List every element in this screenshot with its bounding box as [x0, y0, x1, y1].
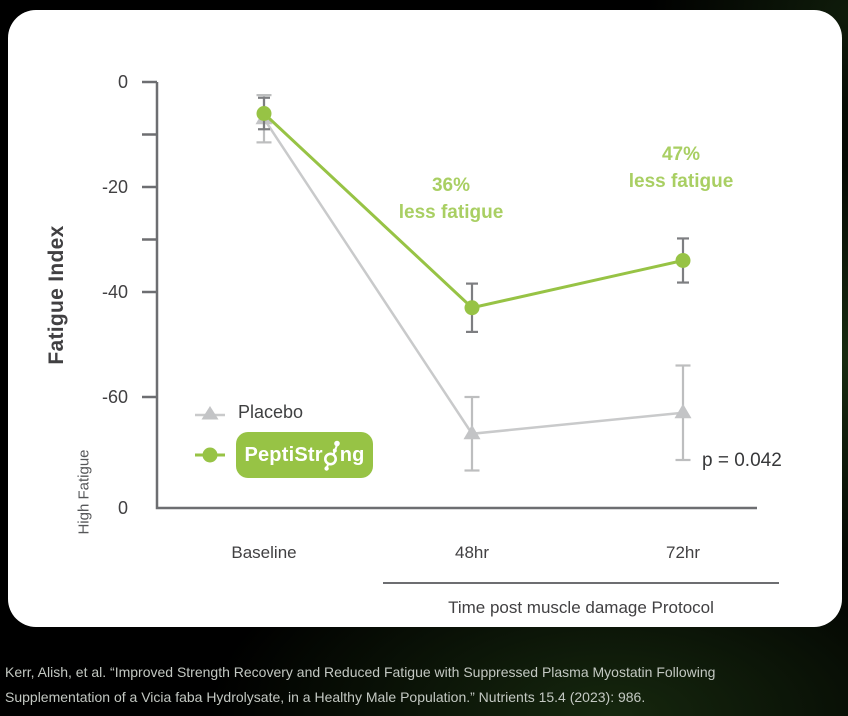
- placebo-marker: [674, 403, 692, 419]
- p-value-label: p = 0.042: [702, 450, 782, 471]
- brand-text-post: ng: [339, 443, 365, 466]
- annotation-36-line1: 36%: [431, 175, 471, 196]
- y-axis-title: Fatigue Index: [45, 225, 68, 365]
- fatigue-index-chart: 0 -20 -40 -60 0 Baseline 48hr 72hr: [102, 72, 757, 562]
- x-axis-title: Time post muscle damage Protocol: [448, 598, 714, 617]
- annotation-36-line2: less fatigue: [398, 202, 504, 223]
- annotation-47-line2: less fatigue: [628, 171, 734, 192]
- peptistrong-series: [256, 96, 691, 333]
- citation: Kerr, Alish, et al. “Improved Strength R…: [5, 660, 715, 710]
- placebo-series: [255, 94, 692, 472]
- placebo-line: [262, 118, 684, 436]
- molecule-o-icon: [323, 440, 340, 471]
- axes: [155, 82, 757, 510]
- peptistrong-logo-badge: PeptiStr ng: [236, 432, 373, 478]
- annotation-47-percent: 47% less fatigue: [629, 141, 734, 195]
- y-axis-subtitle: High Fatigue: [75, 449, 93, 535]
- y-tick-label: 0: [118, 72, 128, 92]
- y-tick-label: -20: [102, 177, 128, 197]
- peptistrong-marker: [675, 253, 691, 268]
- x-tick-label: 48hr: [455, 543, 489, 562]
- legend-item-placebo: Placebo: [195, 402, 303, 423]
- peptistrong-marker: [464, 300, 480, 316]
- placebo-triangle-marker-icon: [195, 405, 225, 419]
- y-tick-label: -40: [102, 282, 128, 302]
- citation-line2: Supplementation of a Vicia faba Hydrolys…: [5, 689, 646, 705]
- y-tick-label: -60: [102, 387, 128, 407]
- legend-item-peptistrong: PeptiStr ng: [195, 432, 373, 478]
- x-tick-label: Baseline: [231, 543, 296, 562]
- placebo-marker: [463, 424, 481, 440]
- annotation-36-percent: 36% less fatigue: [399, 172, 504, 226]
- x-axis-period-underline: [383, 582, 779, 584]
- legend-placebo-label: Placebo: [238, 402, 304, 422]
- x-tick-label: 72hr: [666, 543, 700, 562]
- annotation-47-line1: 47%: [661, 144, 701, 165]
- chart-card: 0 -20 -40 -60 0 Baseline 48hr 72hr Fatigue Inde…: [8, 10, 842, 627]
- brand-text-pre: PeptiStr: [244, 443, 323, 466]
- y-origin-label: 0: [118, 498, 128, 518]
- citation-line1: Kerr, Alish, et al. “Improved Strength R…: [5, 664, 716, 680]
- peptistrong-marker: [256, 106, 272, 121]
- peptistrong-circle-marker-icon: [195, 447, 225, 463]
